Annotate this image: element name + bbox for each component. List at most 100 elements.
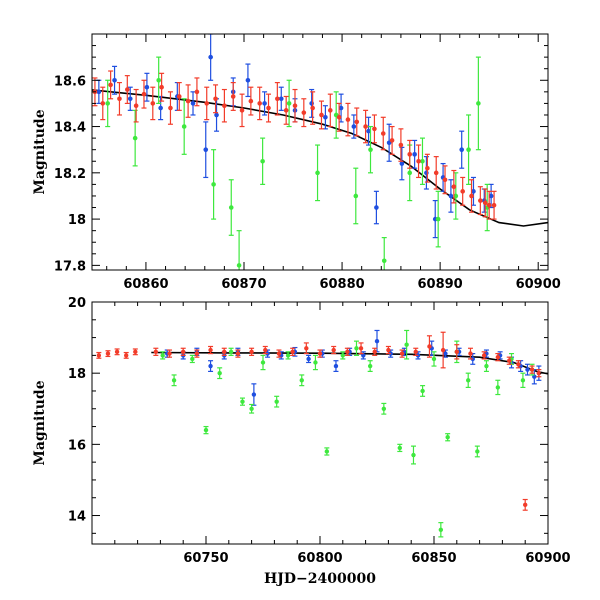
bottom-data-point <box>344 347 350 356</box>
top-data-point <box>167 91 173 125</box>
top-data-point <box>336 102 342 132</box>
top-data-point <box>373 190 379 225</box>
top-y-axis-label: Magnitude <box>32 109 48 194</box>
bottom-data-point <box>251 383 257 406</box>
bottom-data-point <box>481 351 487 360</box>
bottom-y-tick-label: 20 <box>68 296 86 311</box>
top-series-blue <box>96 34 494 239</box>
top-data-point <box>345 102 351 137</box>
bottom-plot-area <box>96 329 548 538</box>
top-data-point <box>245 63 251 98</box>
bottom-data-point <box>290 347 296 356</box>
bottom-x-tick-label: 60900 <box>525 551 570 566</box>
top-data-point <box>351 114 357 139</box>
top-data-point <box>274 81 280 116</box>
bottom-data-point <box>381 402 387 415</box>
bottom-data-point <box>180 347 186 356</box>
top-data-point <box>213 84 219 114</box>
top-data-point <box>442 165 448 195</box>
top-series-red <box>92 70 497 220</box>
top-data-point <box>266 93 272 123</box>
top-data-point <box>424 153 430 183</box>
top-data-point <box>278 86 284 111</box>
top-plot-frame <box>91 33 549 271</box>
top-data-point <box>283 95 289 125</box>
top-data-point <box>150 86 156 121</box>
top-data-point <box>208 34 214 81</box>
top-data-point <box>448 179 454 213</box>
top-data-point <box>486 190 492 220</box>
bottom-y-tick-label: 18 <box>68 367 86 382</box>
bottom-data-point <box>331 345 337 355</box>
bottom-data-point <box>132 348 138 356</box>
bottom-data-point <box>208 345 214 355</box>
bottom-data-point <box>249 347 255 356</box>
bottom-data-point <box>203 425 209 435</box>
top-x-tick-label: 60870 <box>221 277 266 292</box>
top-data-point <box>459 130 465 169</box>
top-data-point <box>380 116 386 151</box>
bottom-data-point <box>474 445 480 458</box>
top-data-point <box>230 81 236 111</box>
bottom-data-point <box>167 349 173 358</box>
bottom-data-point <box>260 354 266 371</box>
top-data-point <box>381 237 387 270</box>
top-data-point <box>433 156 439 190</box>
top-data-point <box>228 179 234 236</box>
bottom-data-point <box>442 349 448 358</box>
top-y-tick-label: 18.6 <box>54 74 86 89</box>
bottom-data-point <box>274 395 280 408</box>
top-data-point <box>124 75 130 105</box>
top-x-tick-label: 60880 <box>319 277 364 292</box>
bottom-y-tick-label: 14 <box>68 510 86 525</box>
top-data-point <box>363 109 369 144</box>
top-data-point <box>286 79 292 128</box>
top-data-point <box>203 121 209 179</box>
bottom-data-point <box>483 360 489 372</box>
bottom-data-point <box>239 397 245 406</box>
top-data-point <box>144 72 150 102</box>
top-data-point <box>451 169 457 204</box>
bottom-data-point <box>431 351 437 367</box>
top-data-point <box>435 190 441 248</box>
top-x-tick-label: 60890 <box>418 277 463 292</box>
top-axes: 60860 60870 60880 60890 60900 17.8 18 18.2 18.4 1… <box>54 33 561 292</box>
bottom-data-point <box>333 360 339 372</box>
bottom-data-point <box>353 340 359 356</box>
top-data-point <box>475 56 481 151</box>
bottom-data-point <box>123 351 129 359</box>
top-data-point <box>185 84 191 118</box>
bottom-data-point <box>299 374 305 387</box>
top-data-point <box>469 179 475 213</box>
bottom-data-point <box>208 360 214 372</box>
top-data-point <box>322 105 328 130</box>
top-y-tick-label: 18 <box>68 213 86 228</box>
bottom-data-point <box>372 347 378 356</box>
bottom-axes: 60750 60800 60850 60900 14 16 18 20 <box>68 296 571 566</box>
bottom-data-point <box>189 354 195 364</box>
top-data-point <box>354 107 360 137</box>
top-data-point <box>239 93 245 128</box>
top-panel: 60860 60870 60880 60890 60900 17.8 18 18.2 18.4 1… <box>32 33 561 292</box>
top-data-point <box>236 230 242 270</box>
top-x-tick-label: 60860 <box>123 277 168 292</box>
bottom-data-point <box>217 367 223 380</box>
top-data-point <box>127 86 133 111</box>
top-data-point <box>211 149 217 220</box>
top-data-point <box>466 114 472 185</box>
bottom-data-point <box>96 351 102 359</box>
bottom-data-point <box>445 433 451 442</box>
top-data-point <box>318 100 324 130</box>
top-data-point <box>132 109 138 167</box>
top-data-point <box>301 98 307 128</box>
top-data-point <box>176 81 182 111</box>
top-data-point <box>477 186 483 216</box>
bottom-data-point <box>114 348 120 356</box>
top-data-point <box>116 81 122 116</box>
bottom-data-point <box>221 347 227 356</box>
bottom-data-point <box>420 385 426 397</box>
bottom-data-point <box>160 351 166 360</box>
bottom-data-point <box>524 363 530 376</box>
top-data-point <box>190 91 196 116</box>
